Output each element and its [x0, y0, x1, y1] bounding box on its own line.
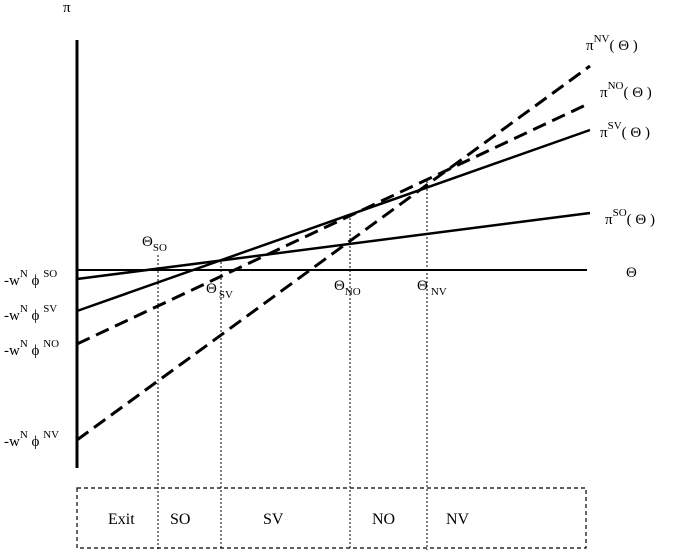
y-axis-label: π	[63, 0, 71, 16]
intercept-label-nv: -wN ϕ NV	[4, 429, 59, 450]
curve-so-line	[76, 211, 591, 281]
x-axis-label: Θ	[626, 265, 637, 281]
threshold-label-no: ΘNO	[334, 278, 361, 298]
curve-sv-line	[76, 128, 591, 313]
region-nv: NV	[446, 511, 470, 528]
curve-label-no: πNO( Θ )	[600, 80, 652, 101]
region-sv: SV	[263, 511, 284, 528]
threshold-label-sv: Θ SV	[206, 281, 233, 301]
threshold-label-nv: Θ NV	[417, 278, 447, 298]
curve-nv-line	[76, 64, 591, 442]
region-so: SO	[170, 511, 190, 528]
region-box	[76, 487, 587, 549]
curve-label-sv: πSV( Θ )	[600, 120, 650, 141]
region-no: NO	[372, 511, 395, 528]
intercept-label-sv: -wN ϕ SV	[4, 303, 57, 324]
threshold-label-so: ΘSO	[142, 234, 167, 254]
intercept-label-no: -wN ϕ NO	[4, 338, 59, 359]
curve-no-line	[76, 101, 591, 346]
curve-label-nv: πNV( Θ )	[586, 33, 638, 54]
intercept-label-so: -wN ϕ SO	[4, 268, 57, 289]
region-exit: Exit	[108, 511, 135, 528]
curve-label-so: πSO( Θ )	[605, 207, 655, 228]
